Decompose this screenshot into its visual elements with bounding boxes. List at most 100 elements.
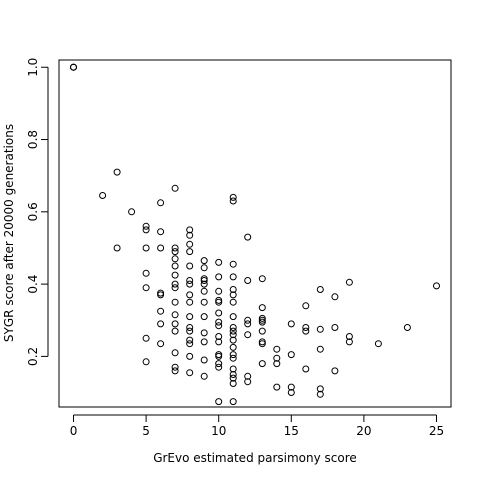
data-point xyxy=(273,354,281,362)
data-point xyxy=(229,354,237,362)
data-point xyxy=(171,284,179,292)
data-point xyxy=(302,324,310,331)
data-point xyxy=(229,324,237,331)
x-tick-label: 25 xyxy=(429,424,444,438)
x-axis-label: GrEvo estimated parsimony score xyxy=(153,451,357,465)
data-point xyxy=(200,287,208,295)
data-point xyxy=(200,277,208,284)
data-point xyxy=(171,255,179,263)
data-point xyxy=(287,320,295,328)
points-layer xyxy=(70,63,440,406)
data-point xyxy=(200,280,208,288)
data-point xyxy=(258,304,266,312)
x-tick-label: 10 xyxy=(211,424,226,438)
data-point xyxy=(258,318,266,326)
data-point xyxy=(142,334,150,342)
data-point xyxy=(186,313,194,321)
data-point xyxy=(200,257,208,265)
data-point xyxy=(128,208,136,216)
data-point xyxy=(345,338,353,346)
data-point xyxy=(215,333,223,340)
data-point xyxy=(200,264,208,272)
data-point xyxy=(331,293,339,301)
data-point xyxy=(229,298,237,306)
data-point xyxy=(215,287,223,295)
data-point xyxy=(229,273,237,281)
data-point xyxy=(186,226,194,234)
data-point xyxy=(186,291,194,299)
data-point xyxy=(229,197,237,205)
data-point xyxy=(70,63,77,71)
data-point xyxy=(244,277,252,284)
data-point xyxy=(316,385,324,393)
data-point xyxy=(215,338,223,346)
data-point xyxy=(302,302,310,310)
y-tick-label: 0.8 xyxy=(26,130,40,149)
data-point xyxy=(229,343,237,351)
data-point xyxy=(200,313,208,321)
data-point xyxy=(258,314,266,322)
data-point xyxy=(345,333,353,340)
data-point xyxy=(258,340,266,348)
data-point xyxy=(229,336,237,344)
data-point xyxy=(244,233,252,241)
data-point xyxy=(258,327,266,335)
data-point xyxy=(215,309,223,317)
data-point xyxy=(171,327,179,335)
data-point xyxy=(186,262,194,270)
data-point xyxy=(171,349,179,357)
data-point xyxy=(186,231,194,239)
data-point xyxy=(433,282,440,290)
plot-frame xyxy=(58,59,452,408)
data-point xyxy=(157,340,165,348)
x-tick-label: 15 xyxy=(284,424,299,438)
data-point xyxy=(316,325,324,333)
data-point xyxy=(273,345,281,353)
data-point xyxy=(142,222,150,230)
y-axis-label: SYGR score after 20000 generations xyxy=(2,124,16,342)
data-point xyxy=(186,340,194,348)
data-point xyxy=(142,284,150,292)
data-point xyxy=(142,358,150,366)
data-point xyxy=(186,327,194,335)
data-point xyxy=(142,226,150,234)
data-point xyxy=(171,184,179,192)
data-point xyxy=(157,244,165,252)
data-point xyxy=(215,360,223,368)
data-point xyxy=(157,199,165,207)
data-point xyxy=(229,291,237,299)
data-point xyxy=(316,345,324,353)
x-tick-label: 5 xyxy=(142,424,150,438)
data-point xyxy=(374,340,382,348)
data-point xyxy=(229,371,237,378)
data-point xyxy=(229,380,237,387)
y-axis: 0.2 0.4 0.6 0.8 1.0 xyxy=(26,58,49,366)
data-point xyxy=(215,322,223,330)
data-point xyxy=(229,398,237,406)
data-point xyxy=(244,316,252,324)
data-point xyxy=(316,286,324,293)
data-point xyxy=(186,369,194,377)
data-point xyxy=(186,277,194,284)
data-point xyxy=(157,307,165,315)
y-tick-label: 0.6 xyxy=(26,202,40,221)
x-axis: 0 5 10 15 20 25 xyxy=(70,414,444,438)
data-point xyxy=(244,331,252,339)
data-point xyxy=(258,275,266,283)
data-point xyxy=(200,298,208,306)
data-point xyxy=(186,240,194,248)
data-point xyxy=(200,372,208,380)
data-point xyxy=(302,327,310,335)
data-point xyxy=(99,192,107,199)
data-point xyxy=(171,244,179,252)
data-point xyxy=(186,324,194,331)
data-point xyxy=(273,360,281,368)
data-point xyxy=(229,351,237,359)
data-point xyxy=(171,298,179,306)
data-point xyxy=(345,278,353,286)
data-point xyxy=(244,372,252,380)
data-point xyxy=(287,383,295,391)
data-point xyxy=(157,228,165,236)
data-point xyxy=(113,168,121,176)
data-point xyxy=(171,262,179,270)
